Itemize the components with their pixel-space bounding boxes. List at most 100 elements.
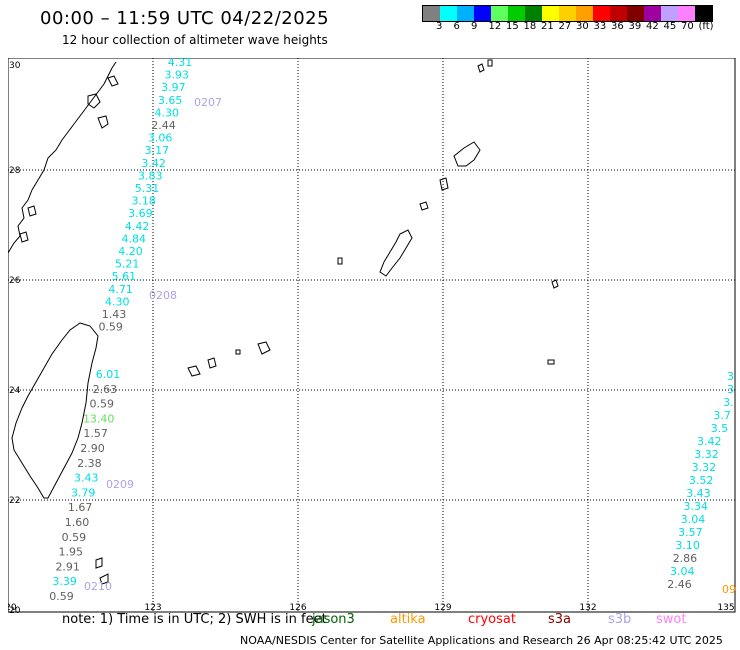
color-scale-bar xyxy=(422,5,713,22)
wave-height-value: 3.34 xyxy=(684,500,709,513)
color-swatch xyxy=(559,6,576,21)
lon-tick-label: 132 xyxy=(579,603,596,613)
color-scale-label: 9 xyxy=(471,21,478,32)
color-scale-label: 39 xyxy=(628,21,642,32)
color-swatch xyxy=(440,6,457,21)
wave-height-value: 0.59 xyxy=(49,590,74,603)
track-east-values: 333.3.73.53.423.323.323.523.433.343.043.… xyxy=(667,370,734,591)
wave-height-value: 1.95 xyxy=(59,546,84,559)
wave-height-value: 4.71 xyxy=(108,283,133,296)
wave-height-value: 2.63 xyxy=(93,383,118,396)
wave-height-value: 4.30 xyxy=(105,295,130,308)
china-islands xyxy=(19,75,119,243)
track-pass-label: 0208 xyxy=(149,289,177,302)
lat-tick-label: 20 xyxy=(9,606,21,613)
color-scale-label: 18 xyxy=(523,21,537,32)
wave-height-value: 3.43 xyxy=(686,487,711,500)
wave-height-value: 3.39 xyxy=(52,575,77,588)
wave-height-value: 3.43 xyxy=(74,472,99,485)
lon-tick-label: 126 xyxy=(289,603,306,613)
color-scale-label: (ft) xyxy=(698,21,714,32)
credit-line: NOAA/NESDIS Center for Satellite Applica… xyxy=(240,634,723,647)
color-swatch xyxy=(508,6,525,21)
lon-tick-label: 123 xyxy=(144,603,161,613)
color-scale-label: 12 xyxy=(488,21,502,32)
wave-height-value: 3.65 xyxy=(158,94,183,107)
wave-height-value: 2.46 xyxy=(667,578,692,591)
wave-height-value: 3 xyxy=(727,383,734,396)
color-swatch xyxy=(423,6,440,21)
track-pass-label: 0207 xyxy=(194,96,222,109)
map-title: 00:00 – 11:59 UTC 04/22/2025 xyxy=(40,8,330,29)
amami-island xyxy=(439,141,481,191)
satellite-legend-item: jason3 xyxy=(312,612,355,627)
color-swatch xyxy=(525,6,542,21)
wave-height-value: 4.42 xyxy=(125,220,150,233)
wave-height-value: 3.04 xyxy=(670,565,695,578)
track-pass-label: 09 xyxy=(722,583,736,596)
wave-height-value: 4.31 xyxy=(168,58,193,69)
track-0207-0208-values: 4.313.933.973.654.302.443.063.173.423.83… xyxy=(98,58,192,334)
wave-height-value: 4.84 xyxy=(122,232,147,245)
wave-height-value: 3.7 xyxy=(713,409,731,422)
wave-height-value: 2.91 xyxy=(55,560,80,573)
lon-tick-label: 120 xyxy=(8,603,17,613)
color-scale-label: 36 xyxy=(611,21,624,32)
color-scale-label: 3 xyxy=(436,21,443,32)
wave-height-value: 3. xyxy=(723,396,734,409)
wave-height-value: 2.44 xyxy=(151,119,176,132)
latitude-tick-labels: 30 28 26 24 22 20 xyxy=(9,61,21,613)
okinawa-island xyxy=(379,229,413,277)
color-scale-label: 70 xyxy=(681,21,694,32)
lat-lon-grid xyxy=(8,58,735,612)
color-scale-label: 21 xyxy=(541,21,554,32)
color-scale-label: 6 xyxy=(453,21,460,32)
satellite-legend-item: altika xyxy=(390,612,426,627)
wave-height-value: 2.38 xyxy=(77,457,102,470)
wave-height-value: 3.97 xyxy=(161,81,186,94)
satellite-legend-item: s3b xyxy=(608,612,632,627)
map-subtitle: 12 hour collection of altimeter wave hei… xyxy=(62,33,328,47)
color-scale-label: 33 xyxy=(593,21,607,32)
lon-tick-label: 129 xyxy=(434,603,451,613)
wave-height-value: 0.59 xyxy=(90,398,115,411)
wave-height-value: 0.59 xyxy=(62,531,87,544)
wave-height-value: 2.90 xyxy=(80,442,105,455)
small-islands xyxy=(95,59,559,585)
lat-tick-label: 28 xyxy=(9,166,21,176)
track-pass-label: 0209 xyxy=(106,478,134,491)
color-scale-label: 15 xyxy=(506,21,519,32)
wave-height-value: 3 xyxy=(727,370,734,383)
china-coast xyxy=(8,61,117,254)
taiwan-coast xyxy=(11,322,99,499)
track-pass-labels: 0207 0208 0209 0210 09 xyxy=(84,96,736,596)
wave-height-value: 3.04 xyxy=(681,513,706,526)
wave-height-value: 3.57 xyxy=(678,526,703,539)
wave-height-value: 3.32 xyxy=(692,461,717,474)
lat-tick-label: 30 xyxy=(9,61,21,71)
color-scale-label: 30 xyxy=(576,21,589,32)
track-pass-label: 0210 xyxy=(84,580,112,593)
wave-height-value: 4.20 xyxy=(118,245,143,258)
color-swatch xyxy=(457,6,474,21)
wave-height-value: 3.83 xyxy=(138,169,163,182)
color-scale-label: 42 xyxy=(646,21,659,32)
color-swatch xyxy=(593,6,610,21)
wave-height-value: 3.79 xyxy=(71,486,96,499)
color-swatch xyxy=(576,6,593,21)
wave-height-value: 3.32 xyxy=(694,448,719,461)
wave-height-value: 3.93 xyxy=(164,69,189,82)
miyako-islands xyxy=(187,341,271,377)
color-swatch xyxy=(661,6,678,21)
lat-tick-label: 26 xyxy=(9,276,21,286)
lat-tick-label: 24 xyxy=(9,386,21,396)
wave-height-value: 3.18 xyxy=(131,195,156,208)
wave-height-value: 3.52 xyxy=(689,474,714,487)
color-swatch xyxy=(695,6,712,21)
wave-height-value: 3.5 xyxy=(711,422,729,435)
color-swatch xyxy=(491,6,508,21)
wave-height-value: 3.17 xyxy=(145,144,170,157)
wave-height-value: 13.40 xyxy=(83,412,115,425)
satellite-legend-item: cryosat xyxy=(468,612,516,627)
wave-height-map: 120 123 126 129 132 135 30 28 26 24 22 20 4.313.93… xyxy=(8,58,736,613)
